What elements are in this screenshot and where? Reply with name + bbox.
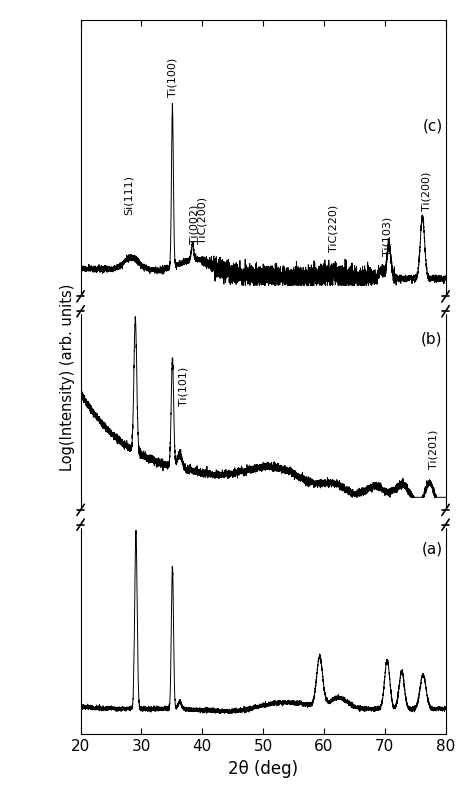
- Text: Ti(201): Ti(201): [428, 430, 438, 469]
- Text: Ti(002): Ti(002): [189, 205, 200, 245]
- Bar: [442, 508, 449, 526]
- Text: TiC(200): TiC(200): [197, 198, 207, 245]
- X-axis label: 2θ (deg): 2θ (deg): [228, 760, 298, 778]
- Y-axis label: Log(Intensity) (arb. units): Log(Intensity) (arb. units): [60, 283, 75, 471]
- Text: Ti(200): Ti(200): [421, 172, 431, 211]
- Text: (c): (c): [422, 118, 443, 133]
- Text: (a): (a): [421, 542, 443, 557]
- Bar: [442, 295, 449, 313]
- Text: Ti(100): Ti(100): [167, 58, 177, 97]
- Bar: [77, 508, 84, 526]
- Text: Ti(101): Ti(101): [179, 367, 189, 406]
- Text: Si(111): Si(111): [124, 175, 134, 214]
- Bar: [77, 295, 84, 313]
- Text: (b): (b): [421, 332, 443, 347]
- Text: Ti(103): Ti(103): [382, 216, 392, 256]
- Text: TiC(220): TiC(220): [328, 205, 338, 252]
